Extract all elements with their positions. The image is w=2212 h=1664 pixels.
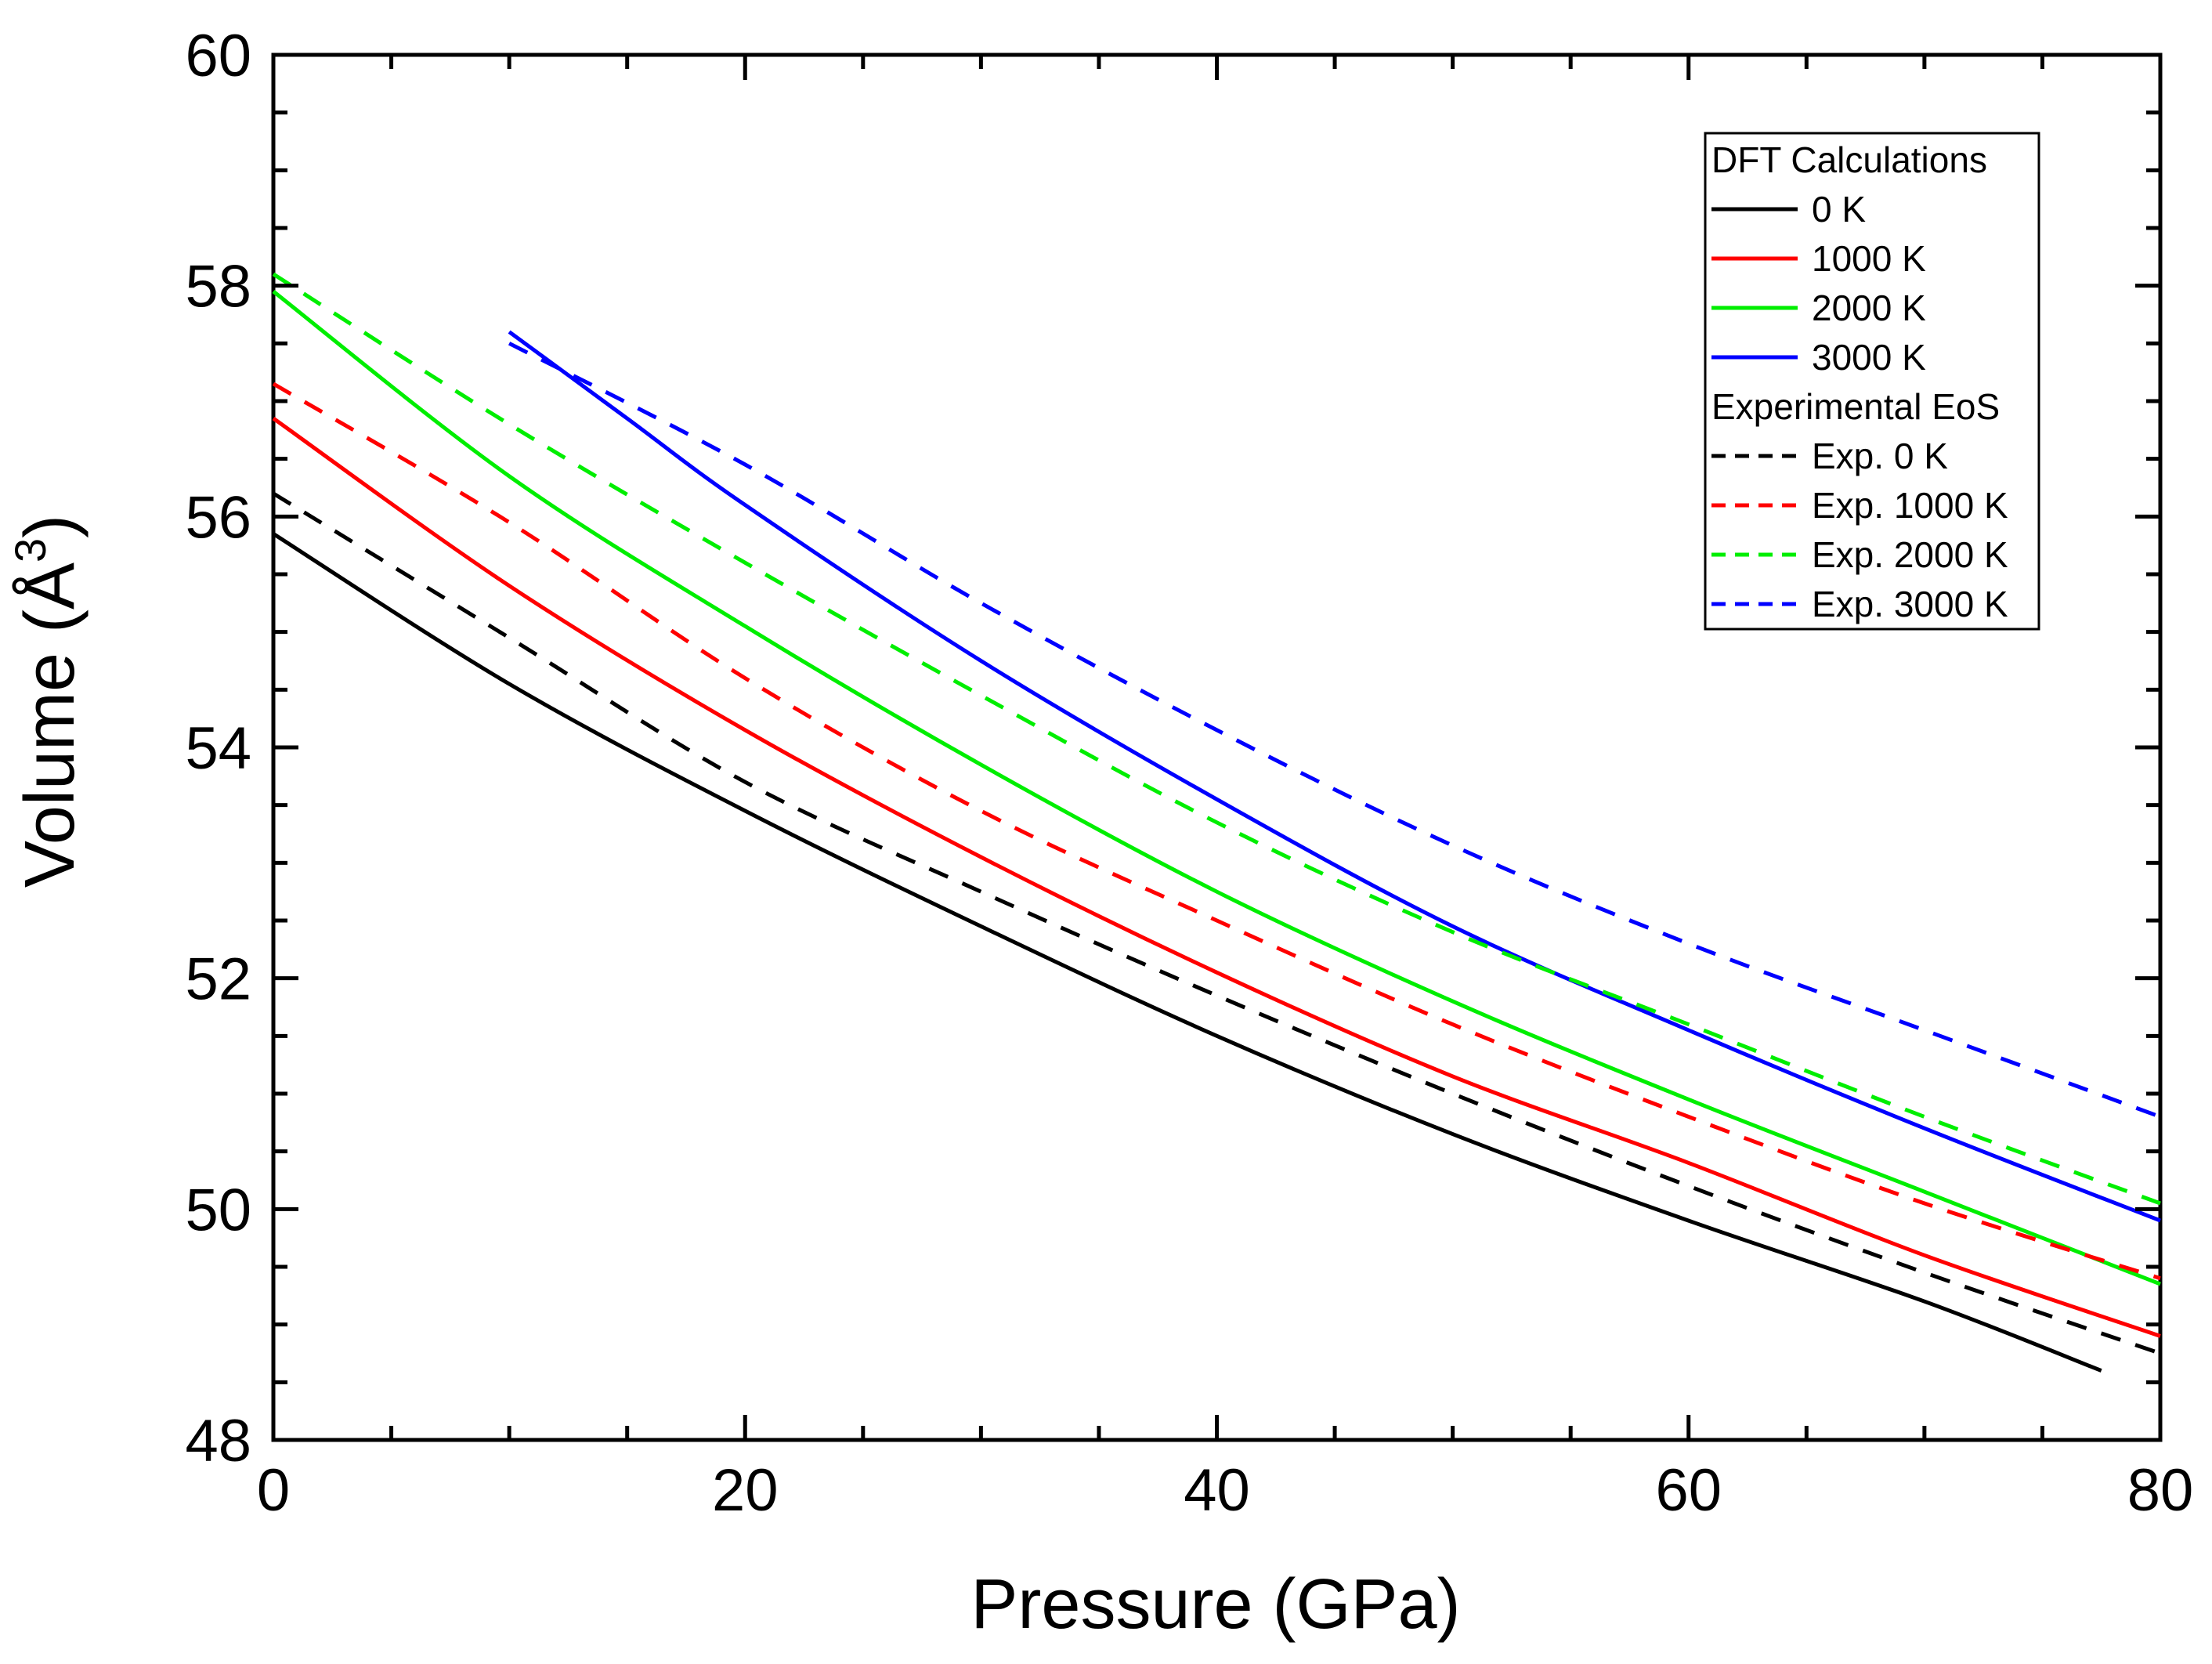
legend-group-title-exp: Experimental EoS <box>1711 386 2000 427</box>
y-tick-label: 58 <box>185 254 251 320</box>
y-tick-label: 60 <box>185 23 251 89</box>
series-layer <box>272 272 2161 1373</box>
series-line-exp-3000-k <box>508 342 2161 1119</box>
series-line-exp-0-k <box>272 491 2161 1355</box>
y-tick-label: 52 <box>185 946 251 1013</box>
legend-label-exp-0-k: Exp. 0 K <box>1812 436 1948 476</box>
y-axis-title-superscript: 3 <box>5 538 55 563</box>
y-tick-label: 50 <box>185 1177 251 1243</box>
y-axis-title-close: ) <box>11 515 89 538</box>
legend-label-0-k: 0 K <box>1812 189 1866 230</box>
y-tick-label: 56 <box>185 484 251 551</box>
x-tick-label: 20 <box>712 1457 779 1524</box>
legend-label-exp-2000-k: Exp. 2000 K <box>1812 534 2008 575</box>
legend-label-1000-k: 1000 K <box>1812 238 1926 279</box>
series-line-exp-2000-k <box>272 272 2161 1206</box>
series-line-dft-2000-k <box>272 290 2161 1286</box>
x-tick-label: 0 <box>257 1457 290 1524</box>
series-line-dft-3000-k <box>508 330 2161 1223</box>
y-axis-title: Volume (Å3) <box>5 515 89 888</box>
x-tick-label: 60 <box>1655 1457 1722 1524</box>
legend: DFT Calculations 0 K 1000 K 2000 K 3000 K Exp… <box>1704 132 2040 631</box>
legend-label-2000-k: 2000 K <box>1812 288 1926 328</box>
y-tick-label: 48 <box>185 1408 251 1474</box>
legend-group-title-dft: DFT Calculations <box>1711 139 1987 180</box>
y-axis-title-main: Volume (Å <box>11 563 89 888</box>
legend-label-3000-k: 3000 K <box>1812 337 1926 378</box>
x-tick-label: 40 <box>1184 1457 1250 1524</box>
x-axis-title: Pressure (GPa) <box>970 1565 1460 1644</box>
ticks-layer: 0 20 40 60 80 48 50 52 54 56 58 60 <box>185 23 2193 1524</box>
y-tick-label: 54 <box>185 715 251 782</box>
legend-label-exp-3000-k: Exp. 3000 K <box>1812 584 2008 624</box>
legend-box <box>1704 132 2040 631</box>
legend-label-exp-1000-k: Exp. 1000 K <box>1812 485 2008 526</box>
series-line-dft-1000-k <box>272 417 2161 1338</box>
x-tick-label: 80 <box>2127 1457 2194 1524</box>
series-line-dft-0-k <box>272 532 2102 1373</box>
